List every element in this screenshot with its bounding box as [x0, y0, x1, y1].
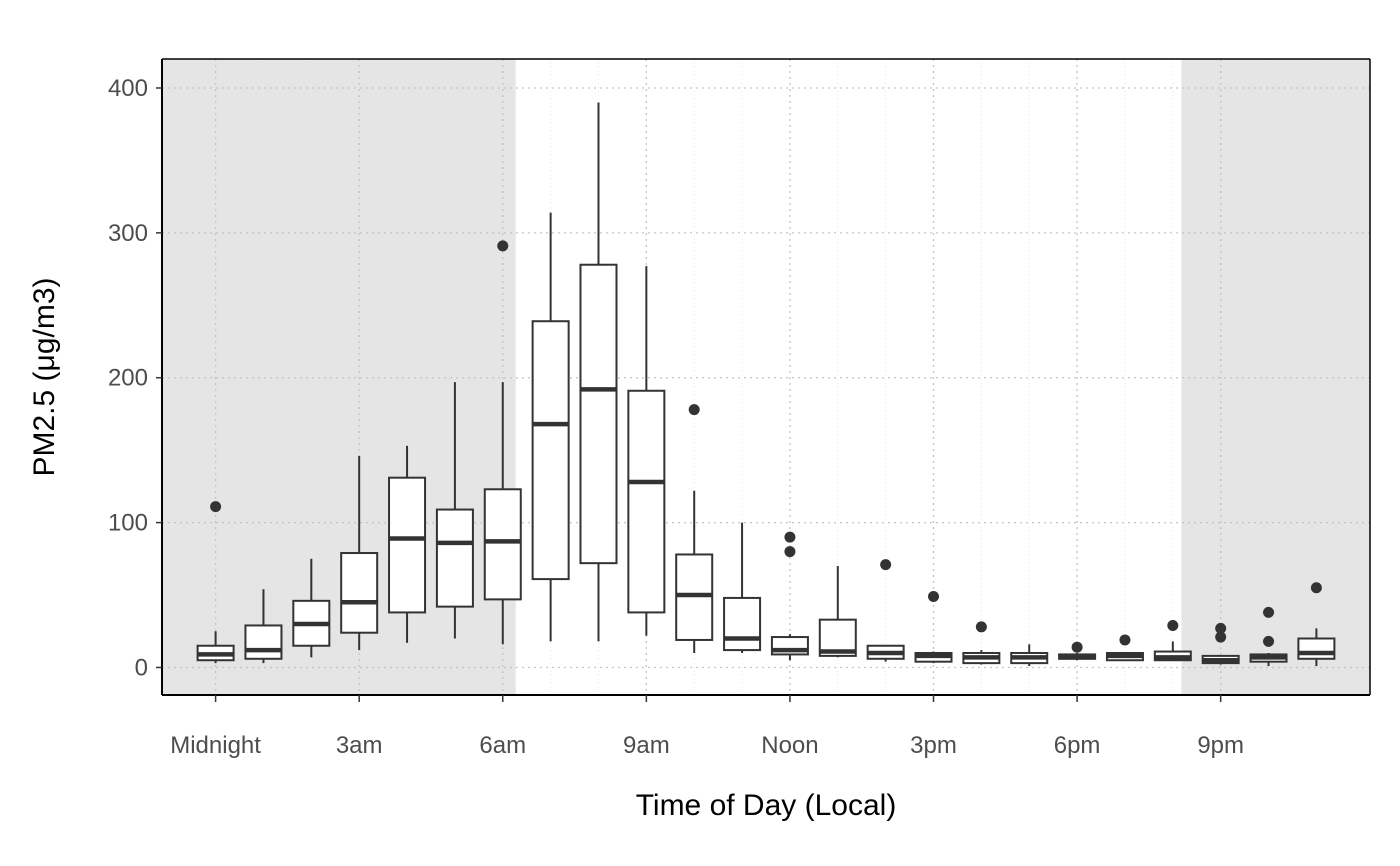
outlier-point — [210, 501, 221, 512]
outlier-point — [1311, 582, 1322, 593]
box-iqr — [437, 510, 473, 607]
x-axis-title: Time of Day (Local) — [636, 789, 897, 822]
y-tick-label: 400 — [108, 75, 148, 102]
outlier-point — [1215, 623, 1226, 634]
box-iqr — [628, 391, 664, 613]
outlier-point — [497, 240, 508, 251]
x-tick-label: Noon — [761, 732, 818, 759]
x-tick-label: 6pm — [1054, 732, 1101, 759]
box-iqr — [485, 489, 521, 599]
x-tick-label: 9pm — [1197, 732, 1244, 759]
box-iqr — [533, 321, 569, 579]
x-tick-label: 3pm — [910, 732, 957, 759]
night-shading-1 — [1181, 59, 1370, 695]
y-tick-label: 100 — [108, 510, 148, 537]
outlier-point — [1263, 607, 1274, 618]
outlier-point — [880, 559, 891, 570]
x-tick-label: 6am — [479, 732, 526, 759]
y-tick-label: 300 — [108, 220, 148, 247]
box-iqr — [341, 553, 377, 633]
y-tick-label: 0 — [135, 654, 148, 681]
box-iqr — [1298, 638, 1334, 658]
outlier-point — [1072, 642, 1083, 653]
x-tick-label: Midnight — [170, 732, 261, 759]
outlier-point — [928, 591, 939, 602]
x-tick-label: 3am — [336, 732, 383, 759]
y-axis-title: PM2.5 (μg/m3) — [28, 278, 61, 477]
outlier-point — [976, 621, 987, 632]
box-iqr — [580, 265, 616, 563]
outlier-point — [1167, 620, 1178, 631]
outlier-point — [1263, 636, 1274, 647]
outlier-point — [1119, 634, 1130, 645]
y-tick-label: 200 — [108, 365, 148, 392]
outlier-point — [784, 532, 795, 543]
box-iqr — [245, 625, 281, 658]
box-iqr — [724, 598, 760, 650]
outlier-point — [689, 404, 700, 415]
x-tick-label: 9am — [623, 732, 670, 759]
box-iqr — [389, 478, 425, 613]
outlier-point — [784, 546, 795, 557]
